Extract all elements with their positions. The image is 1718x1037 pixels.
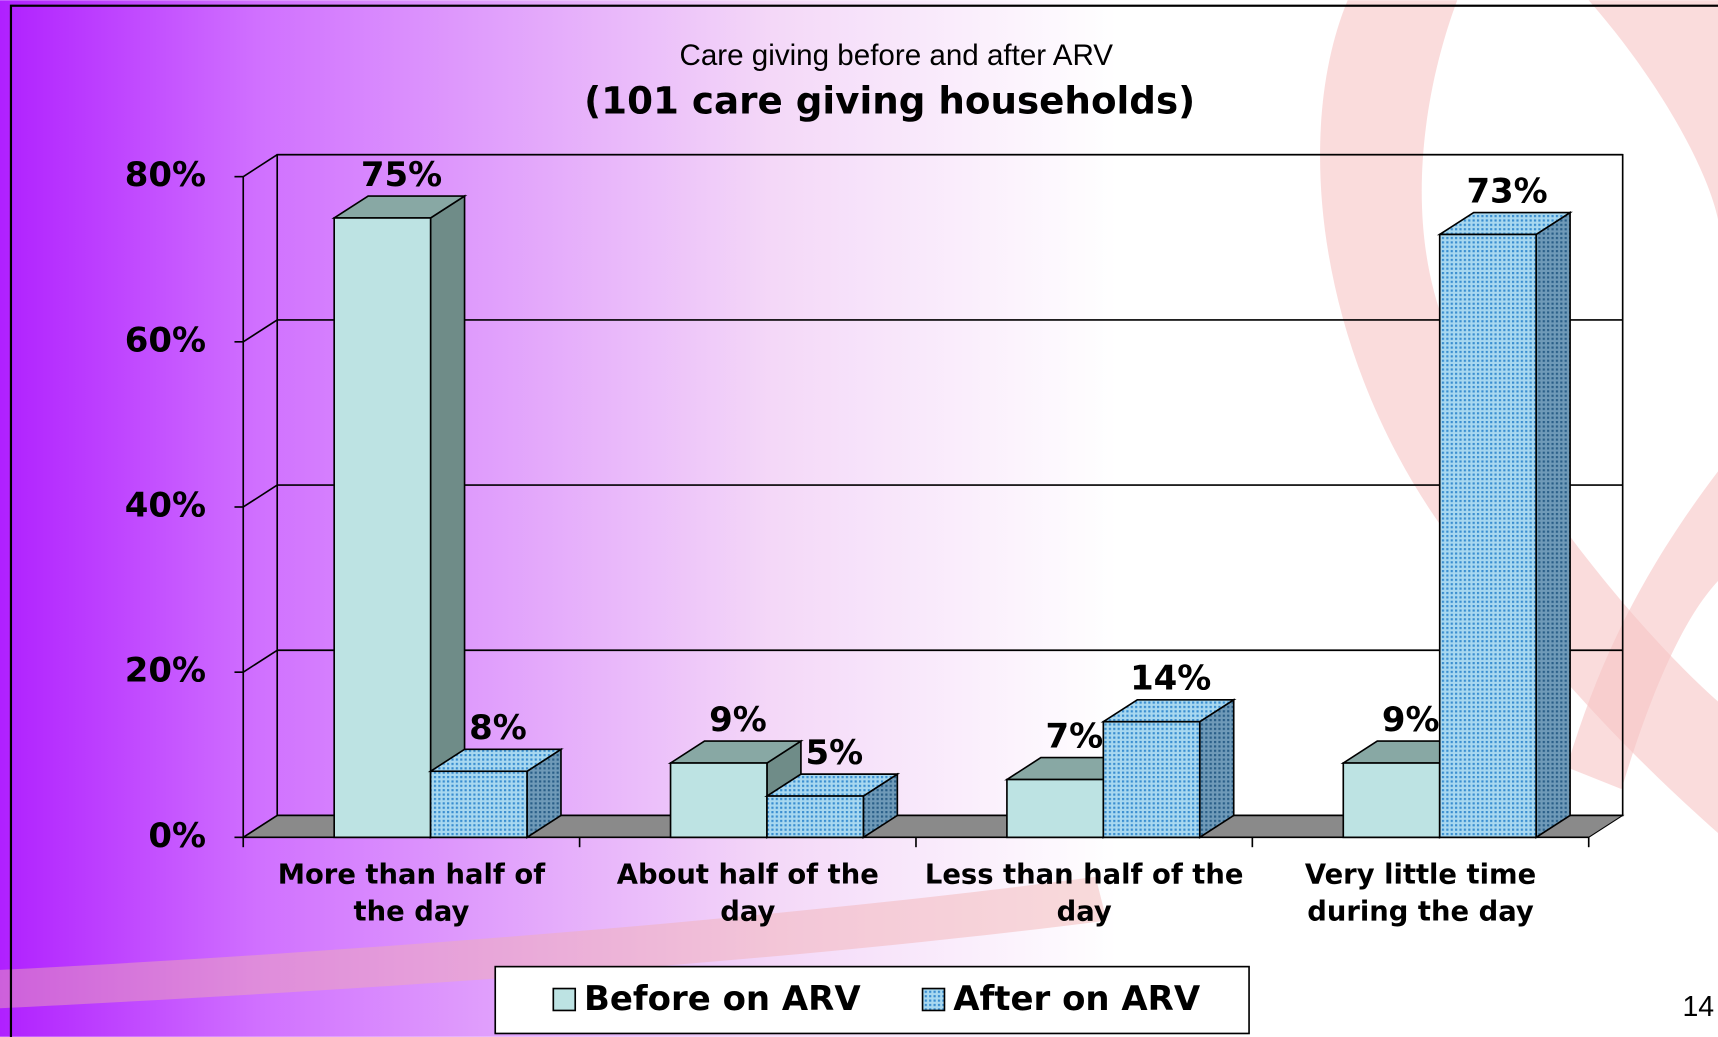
x-tick-label: Less than half of the day [924, 858, 1244, 928]
x-tick-label: More than half of the day [277, 858, 546, 928]
legend-label: Before on ARV [584, 979, 861, 1019]
side-grid-line [242, 814, 278, 839]
bar [333, 217, 432, 839]
x-tick-label-box: More than half of the day [277, 858, 546, 928]
legend-label: After on ARV [953, 979, 1201, 1019]
x-tick-label: Very little time during the day [1304, 858, 1537, 928]
bar-side [1535, 211, 1571, 839]
side-grid-line [242, 484, 278, 508]
bars [331, 194, 1573, 839]
legend-box [494, 965, 1250, 1035]
data-label: 75% [361, 155, 442, 195]
data-label: 9% [709, 700, 767, 740]
x-tick-label-box: About half of the day [616, 858, 879, 928]
ribbon [1320, 0, 1718, 833]
chart-subtitle: (101 care giving households) [584, 79, 1195, 123]
bar-side [1198, 698, 1235, 839]
y-tick-label: 20% [125, 651, 206, 691]
ribbon [0, 876, 1107, 1009]
chart-title: Care giving before and after ARV [679, 39, 1113, 72]
side-grid-line [242, 649, 278, 673]
page-number: 14 [1682, 991, 1714, 1023]
data-label: 5% [806, 733, 864, 773]
y-tick-label: 40% [125, 485, 206, 525]
y-tick-label: 60% [125, 320, 206, 360]
bar-side [429, 194, 466, 839]
x-tick-label-box: Less than half of the day [924, 858, 1244, 928]
bar [1342, 762, 1441, 839]
data-label: 7% [1045, 716, 1103, 756]
bar [766, 795, 865, 839]
x-tick-label-box: Very little time during the day [1304, 858, 1537, 928]
legend-swatch [552, 987, 577, 1012]
y-tick-label: 0% [148, 816, 206, 856]
bar [1006, 778, 1105, 839]
legend-swatch [921, 987, 946, 1012]
bar [429, 770, 528, 839]
y-tick-label: 80% [125, 155, 206, 195]
side-grid-line [242, 154, 278, 178]
ribbon [1566, 0, 1718, 790]
slide-frame [9, 4, 1718, 1037]
side-grid-line [242, 319, 278, 343]
data-label: 8% [469, 708, 527, 748]
data-label: 14% [1130, 659, 1211, 699]
bar [669, 762, 768, 839]
bar [1102, 720, 1201, 839]
x-tick-label: About half of the day [616, 858, 879, 928]
bar [1438, 233, 1537, 839]
data-label: 73% [1466, 171, 1547, 211]
data-label: 9% [1382, 700, 1440, 740]
